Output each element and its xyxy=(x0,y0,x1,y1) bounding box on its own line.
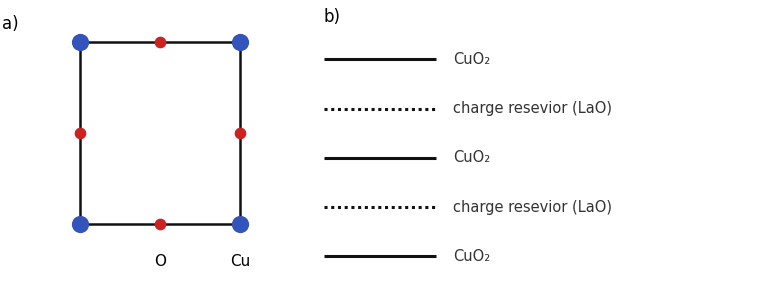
Point xyxy=(234,222,246,227)
Text: Cu: Cu xyxy=(230,253,250,269)
Text: O: O xyxy=(154,253,166,269)
Text: charge resevior (LaO): charge resevior (LaO) xyxy=(453,200,612,215)
Point xyxy=(234,131,246,135)
Text: CuO₂: CuO₂ xyxy=(453,52,491,67)
Point xyxy=(74,39,86,44)
Point xyxy=(154,222,166,227)
Point xyxy=(154,39,166,44)
Point xyxy=(74,131,86,135)
Text: b): b) xyxy=(324,8,341,26)
Point xyxy=(74,222,86,227)
Point xyxy=(234,39,246,44)
Text: a): a) xyxy=(2,15,18,33)
Text: charge resevior (LaO): charge resevior (LaO) xyxy=(453,101,612,116)
Text: CuO₂: CuO₂ xyxy=(453,150,491,165)
Text: CuO₂: CuO₂ xyxy=(453,249,491,264)
